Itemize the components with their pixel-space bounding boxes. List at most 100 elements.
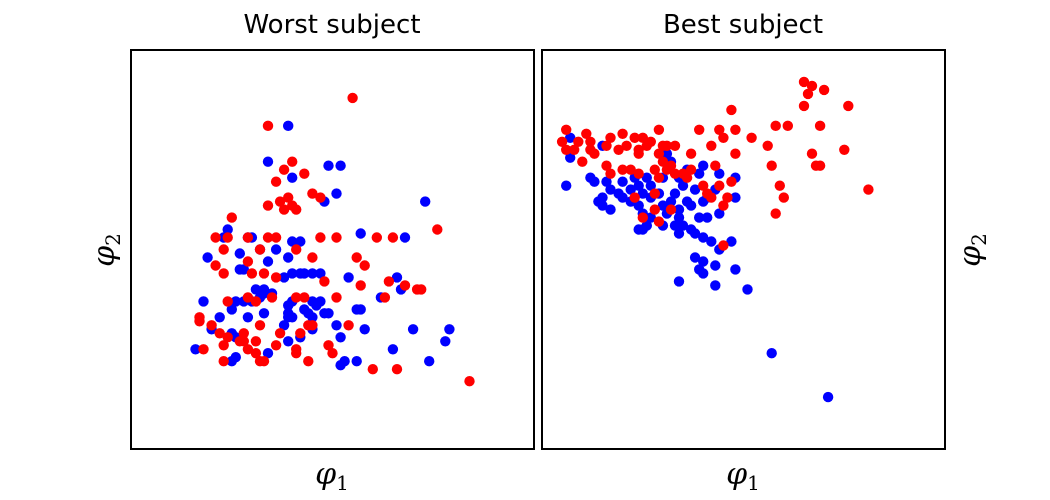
scatter-point-blue: [359, 324, 370, 335]
scatter-point-blue: [641, 172, 652, 183]
scatter-point-blue: [287, 236, 298, 247]
scatter-point-red: [730, 124, 741, 135]
scatter-point-red: [270, 340, 282, 351]
scatter-point-red: [238, 328, 249, 339]
scatter-point-blue: [307, 312, 318, 323]
scatter-point-red: [291, 244, 302, 255]
scatter-point-blue: [673, 228, 685, 239]
scatter-point-blue: [661, 148, 673, 159]
scatter-point-red: [283, 192, 294, 203]
scatter-point-red: [222, 296, 233, 307]
scatter-point-red: [331, 232, 342, 243]
scatter-point-red: [270, 272, 282, 283]
scatter-point-red: [589, 148, 600, 159]
scatter-point-red: [762, 140, 773, 151]
scatter-point-red: [250, 336, 262, 347]
scatter-point-red: [798, 100, 810, 112]
scatter-point-red: [343, 320, 354, 331]
panel-worst-subject: Worst subject φ1 φ2: [87, 10, 535, 495]
scatter-point-blue: [698, 268, 709, 279]
scatter-point-blue: [190, 344, 201, 355]
scatter-point-blue: [673, 204, 685, 215]
scatter-point-red: [782, 120, 793, 131]
scatter-point-red: [222, 232, 233, 243]
scatter-point-blue: [710, 260, 721, 271]
y-axis-label-text-best: φ: [953, 246, 988, 267]
scatter-point-blue: [262, 156, 274, 167]
scatter-point-red: [218, 268, 229, 279]
scatter-point-blue: [258, 308, 270, 319]
scatter-point-blue: [420, 196, 431, 207]
scatter-point-red: [685, 164, 697, 175]
scatter-point-red: [718, 132, 729, 143]
scatter-point-red: [399, 280, 411, 291]
scatter-point-red: [556, 136, 568, 147]
scatter-point-red: [561, 124, 572, 135]
scatter-point-blue: [270, 244, 282, 255]
scatter-point-blue: [222, 224, 233, 235]
scatter-point-blue: [283, 120, 294, 131]
scatter-point-red: [681, 172, 693, 183]
scatter-point-red: [315, 192, 326, 203]
scatter-point-red: [669, 168, 681, 179]
scatter-point-blue: [299, 268, 310, 279]
scatter-point-red: [432, 224, 443, 235]
scatter-point-blue: [694, 212, 705, 223]
scatter-point-blue: [605, 204, 616, 215]
scatter-point-red: [331, 292, 342, 303]
scatter-point-blue: [407, 324, 419, 335]
scatter-point-red: [303, 356, 314, 367]
scatter-point-blue: [694, 168, 705, 179]
scatter-point-blue: [669, 220, 681, 231]
scatter-point-red: [653, 216, 665, 227]
scatter-point-red: [714, 124, 725, 135]
scatter-point-red: [718, 240, 729, 251]
scatter-point-red: [818, 84, 830, 96]
scatter-point-blue: [673, 276, 685, 287]
scatter-point-red: [669, 140, 681, 151]
scatter-point-red: [726, 104, 737, 116]
scatter-point-blue: [234, 264, 245, 275]
scatter-point-red: [278, 204, 290, 215]
scatter-point-red: [355, 280, 366, 291]
panel-title-worst: Worst subject: [243, 10, 420, 40]
scatter-point-red: [246, 268, 258, 279]
scatter-point-blue: [315, 268, 326, 279]
x-axis-label-worst: φ1: [315, 457, 349, 495]
scatter-point-red: [206, 320, 217, 331]
scatter-point-red: [387, 232, 399, 243]
scatter-point-red: [718, 200, 729, 211]
scatter-point-red: [613, 144, 624, 155]
scatter-point-red: [774, 180, 785, 191]
scatter-point-red: [218, 356, 229, 367]
scatter-point-blue: [677, 220, 689, 231]
scatter-point-red: [238, 336, 249, 347]
scatter-point-blue: [633, 200, 644, 211]
scatter-point-red: [218, 244, 229, 255]
scatter-point-red: [633, 168, 644, 179]
scatter-point-blue: [822, 391, 834, 403]
scatter-point-blue: [424, 356, 435, 367]
scatter-point-red: [798, 76, 810, 88]
scatter-point-red: [573, 136, 584, 147]
scatter-point-red: [254, 320, 266, 331]
scatter-point-red: [706, 140, 717, 151]
scatter-point-red: [291, 348, 302, 359]
scatter-point-red: [698, 180, 709, 191]
scatter-point-blue: [673, 212, 685, 223]
scatter-point-red: [585, 136, 596, 147]
scatter-point-red: [577, 156, 588, 167]
scatter-point-red: [347, 92, 358, 104]
scatter-point-red: [633, 148, 644, 159]
scatter-point-red: [315, 232, 326, 243]
y-axis-label-text-worst: φ: [87, 246, 122, 267]
scatter-point-blue: [311, 300, 322, 311]
scatter-point-red: [242, 232, 254, 243]
scatter-point-blue: [645, 212, 656, 223]
scatter-point-red: [802, 88, 814, 100]
scatter-point-red: [299, 292, 310, 303]
scatter-point-blue: [444, 324, 455, 335]
scatter-point-red: [569, 144, 580, 155]
scatter-point-blue: [399, 232, 411, 243]
scatter-point-blue: [287, 312, 298, 323]
